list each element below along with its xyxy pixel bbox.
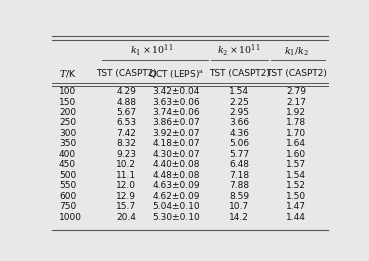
Text: 5.77: 5.77 [229,150,249,159]
Text: 450: 450 [59,160,76,169]
Text: 5.06: 5.06 [229,139,249,148]
Text: 1.44: 1.44 [286,212,306,222]
Text: 14.2: 14.2 [229,212,249,222]
Text: 150: 150 [59,98,76,106]
Text: $T$/K: $T$/K [59,68,77,79]
Text: 10.7: 10.7 [229,202,249,211]
Text: 4.88: 4.88 [116,98,136,106]
Text: 100: 100 [59,87,76,96]
Text: 550: 550 [59,181,76,190]
Text: 20.4: 20.4 [116,212,136,222]
Text: 15.7: 15.7 [116,202,136,211]
Text: 1.64: 1.64 [286,139,306,148]
Text: QCT (LEPS)$^{\rm a}$: QCT (LEPS)$^{\rm a}$ [148,68,204,80]
Text: TST (CASPT2): TST (CASPT2) [266,69,327,78]
Text: $k_2 \times 10^{11}$: $k_2 \times 10^{11}$ [217,43,261,60]
Text: 3.63±0.06: 3.63±0.06 [152,98,200,106]
Text: 7.42: 7.42 [116,129,136,138]
Text: 500: 500 [59,171,76,180]
Text: 350: 350 [59,139,76,148]
Text: $k_1/k_2$: $k_1/k_2$ [284,45,309,58]
Text: 4.36: 4.36 [229,129,249,138]
Text: 1.92: 1.92 [286,108,306,117]
Text: $k_1 \times 10^{11}$: $k_1 \times 10^{11}$ [130,43,174,60]
Text: 1.54: 1.54 [229,87,249,96]
Text: 3.66: 3.66 [229,118,249,127]
Text: 3.92±0.07: 3.92±0.07 [152,129,200,138]
Text: 1.78: 1.78 [286,118,306,127]
Text: 4.48±0.08: 4.48±0.08 [152,171,200,180]
Text: 250: 250 [59,118,76,127]
Text: 600: 600 [59,192,76,201]
Text: 8.32: 8.32 [116,139,136,148]
Text: 1.50: 1.50 [286,192,306,201]
Text: 2.17: 2.17 [286,98,306,106]
Text: 3.42±0.04: 3.42±0.04 [152,87,200,96]
Text: 5.30±0.10: 5.30±0.10 [152,212,200,222]
Text: 4.62±0.09: 4.62±0.09 [152,192,200,201]
Text: 5.04±0.10: 5.04±0.10 [152,202,200,211]
Text: 9.23: 9.23 [116,150,136,159]
Text: 1000: 1000 [59,212,82,222]
Text: 1.54: 1.54 [286,171,306,180]
Text: 4.29: 4.29 [116,87,136,96]
Text: 1.47: 1.47 [286,202,306,211]
Text: 300: 300 [59,129,76,138]
Text: TST (CASPT2): TST (CASPT2) [209,69,270,78]
Text: 5.67: 5.67 [116,108,136,117]
Text: 7.88: 7.88 [229,181,249,190]
Text: 2.95: 2.95 [229,108,249,117]
Text: 4.30±0.07: 4.30±0.07 [152,150,200,159]
Text: 1.52: 1.52 [286,181,306,190]
Text: 400: 400 [59,150,76,159]
Text: 3.86±0.07: 3.86±0.07 [152,118,200,127]
Text: 7.18: 7.18 [229,171,249,180]
Text: 1.57: 1.57 [286,160,306,169]
Text: 2.25: 2.25 [229,98,249,106]
Text: 6.48: 6.48 [229,160,249,169]
Text: 10.2: 10.2 [116,160,136,169]
Text: 8.59: 8.59 [229,192,249,201]
Text: 1.70: 1.70 [286,129,306,138]
Text: 750: 750 [59,202,76,211]
Text: 4.18±0.07: 4.18±0.07 [152,139,200,148]
Text: 12.0: 12.0 [116,181,136,190]
Text: 3.74±0.06: 3.74±0.06 [152,108,200,117]
Text: 12.9: 12.9 [116,192,136,201]
Text: 4.63±0.09: 4.63±0.09 [152,181,200,190]
Text: TST (CASPT2): TST (CASPT2) [96,69,156,78]
Text: 6.53: 6.53 [116,118,136,127]
Text: 2.79: 2.79 [286,87,306,96]
Text: 11.1: 11.1 [116,171,136,180]
Text: 1.60: 1.60 [286,150,306,159]
Text: 4.40±0.08: 4.40±0.08 [152,160,200,169]
Text: 200: 200 [59,108,76,117]
